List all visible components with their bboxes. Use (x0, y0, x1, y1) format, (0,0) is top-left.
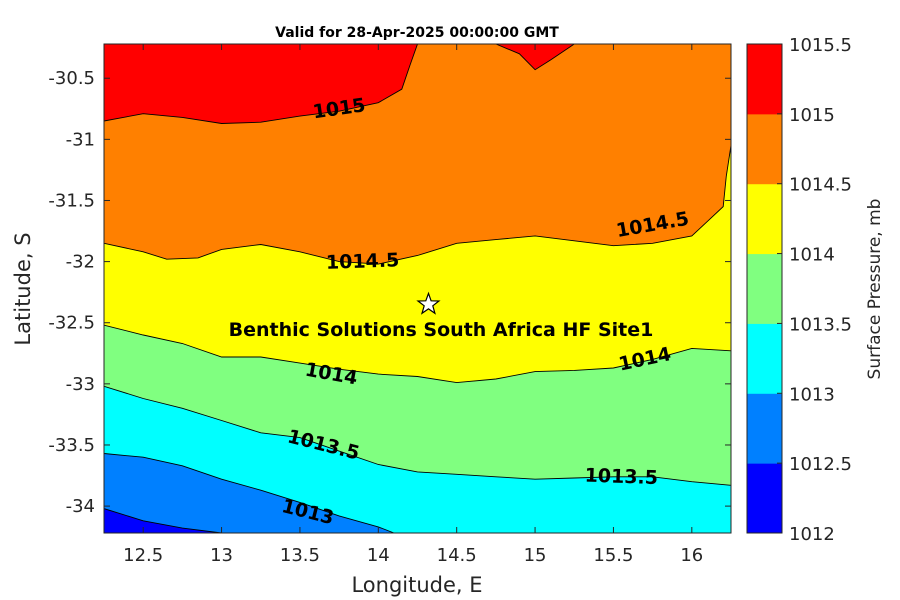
colorbar-swatch-1012.5 (747, 393, 782, 464)
x-tick-label: 16 (680, 545, 703, 566)
contour-line-1013.5 (104, 453, 395, 533)
filled-contours (104, 44, 731, 533)
x-axis-ticks: 12.5 13 13.5 14 14.5 15 15.5 16 (123, 44, 703, 566)
contour-line-1015.5 (104, 44, 418, 124)
colorbar-tick-label: 1015 (789, 105, 835, 126)
site-marker-group: Benthic Solutions South Africa HF Site1 (229, 291, 654, 341)
colorbar-tick-label: 1014.5 (789, 175, 852, 196)
y-tick-label: -31 (66, 129, 95, 150)
contour-line-1014.5 (104, 324, 731, 384)
y-axis-label: Latitude, S (11, 232, 35, 345)
x-tick-label: 13 (210, 545, 233, 566)
colorbar-tick-label: 1014 (789, 245, 835, 266)
plot-frame (103, 43, 732, 534)
y-axis-ticks: -30.5 -31 -31.5 -32 -32.5 -33 -33.5 -34 (48, 68, 731, 517)
contour-label-6: 1013.5 (584, 465, 658, 490)
band-1015-patch (495, 44, 575, 70)
chart-title: Valid for 28-Apr-2025 00:00:00 GMT (275, 25, 559, 41)
y-tick-label: -30.5 (48, 68, 95, 89)
contour-line-1014 (104, 385, 731, 486)
colorbar-tick-label: 1012 (789, 524, 835, 545)
y-tick-label: -32.5 (48, 313, 95, 334)
contour-line-1013 (104, 508, 222, 533)
x-tick-label: 12.5 (123, 545, 163, 566)
colorbar-swatch-1013 (747, 323, 782, 394)
y-tick-label: -33 (66, 374, 95, 395)
contour-line-1015 (104, 145, 731, 265)
x-tick-label: 14.5 (437, 545, 477, 566)
y-tick-label: -32 (66, 252, 95, 273)
colorbar-label: Surface Pressure, mb (865, 199, 885, 380)
contour-label-text: 1014.5 (326, 249, 400, 274)
contour-label-text: 1013.5 (584, 465, 658, 490)
colorbar-tick-label: 1015.5 (789, 35, 852, 56)
colorbar-swatch-1014 (747, 183, 782, 255)
colorbar-swatch-1015 (747, 44, 782, 115)
x-tick-label: 15.5 (593, 545, 633, 566)
contour-lines (104, 44, 731, 533)
colorbar-swatch-1014.5 (747, 113, 782, 185)
colorbar-frame (746, 43, 783, 534)
plot-area (104, 44, 731, 533)
site-label: Benthic Solutions South Africa HF Site1 (229, 319, 654, 341)
colorbar-tick-label: 1012.5 (789, 454, 852, 475)
x-tick-label: 14 (367, 545, 390, 566)
site-star-icon (416, 291, 441, 315)
x-axis-label: Longitude, E (351, 573, 482, 597)
y-tick-label: -33.5 (48, 435, 95, 456)
contour-label-1: 1014.5 (326, 249, 400, 274)
band-1015.5 (104, 44, 418, 124)
colorbar: 1012 1012.5 1013 1013.5 1014 1014.5 1015 1015.5 (746, 35, 852, 545)
colorbar-tick-label: 1013.5 (789, 314, 852, 335)
contour-line-1015-patch (495, 44, 575, 71)
colorbar-tick-label: 1013 (789, 384, 835, 405)
y-tick-label: -31.5 (48, 190, 95, 211)
x-tick-label: 13.5 (280, 545, 320, 566)
x-tick-label: 15 (524, 545, 547, 566)
colorbar-swatch-1013.5 (747, 253, 782, 324)
y-tick-label: -34 (66, 496, 95, 517)
colorbar-swatch-1012 (747, 463, 782, 534)
